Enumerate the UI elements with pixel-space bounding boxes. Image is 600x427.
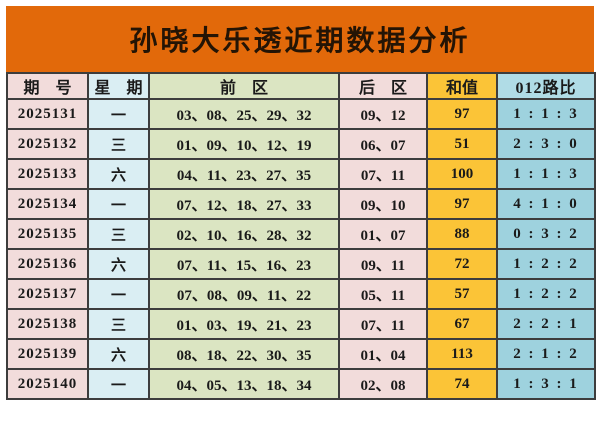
page-title: 孙晓大乐透近期数据分析	[129, 26, 471, 57]
ratio-cell: 1 : 1 : 3	[496, 98, 596, 130]
period-cell: 2025134	[6, 188, 89, 220]
week-cell: 三	[87, 218, 150, 250]
ratio-cell: 1 : 2 : 2	[496, 278, 596, 310]
sum-cell: 97	[426, 188, 498, 220]
back-zone-cell: 02、08	[338, 368, 428, 400]
back-zone-cell: 01、04	[338, 338, 428, 370]
table-row: 2025140 一 04、05、13、18、34 02、08 74 1 : 3 …	[6, 368, 596, 400]
period-cell: 2025133	[6, 158, 89, 190]
header-back-zone: 后 区	[338, 72, 428, 100]
header-row: 期 号 星 期 前 区 后 区 和值 012路比	[6, 72, 596, 100]
front-zone-cell: 04、11、23、27、35	[148, 158, 340, 190]
period-cell: 2025136	[6, 248, 89, 280]
week-cell: 六	[87, 158, 150, 190]
table-row: 2025137 一 07、08、09、11、22 05、11 57 1 : 2 …	[6, 278, 596, 310]
table-header: 期 号 星 期 前 区 后 区 和值 012路比	[6, 72, 596, 100]
back-zone-cell: 07、11	[338, 158, 428, 190]
front-zone-cell: 08、18、22、30、35	[148, 338, 340, 370]
table-row: 2025139 六 08、18、22、30、35 01、04 113 2 : 1…	[6, 338, 596, 370]
ratio-cell: 2 : 1 : 2	[496, 338, 596, 370]
back-zone-cell: 09、11	[338, 248, 428, 280]
ratio-cell: 0 : 3 : 2	[496, 218, 596, 250]
period-cell: 2025132	[6, 128, 89, 160]
table-row: 2025136 六 07、11、15、16、23 09、11 72 1 : 2 …	[6, 248, 596, 280]
table-body: 2025131 一 03、08、25、29、32 09、12 97 1 : 1 …	[6, 98, 596, 400]
table-row: 2025132 三 01、09、10、12、19 06、07 51 2 : 3 …	[6, 128, 596, 160]
week-cell: 六	[87, 338, 150, 370]
week-cell: 六	[87, 248, 150, 280]
period-cell: 2025135	[6, 218, 89, 250]
ratio-cell: 2 : 3 : 0	[496, 128, 596, 160]
front-zone-cell: 01、03、19、21、23	[148, 308, 340, 340]
week-cell: 一	[87, 98, 150, 130]
header-012-ratio: 012路比	[496, 72, 596, 100]
header-period: 期 号	[6, 72, 89, 100]
front-zone-cell: 04、05、13、18、34	[148, 368, 340, 400]
back-zone-cell: 05、11	[338, 278, 428, 310]
back-zone-cell: 07、11	[338, 308, 428, 340]
table-row: 2025131 一 03、08、25、29、32 09、12 97 1 : 1 …	[6, 98, 596, 130]
back-zone-cell: 06、07	[338, 128, 428, 160]
ratio-cell: 1 : 2 : 2	[496, 248, 596, 280]
week-cell: 一	[87, 188, 150, 220]
sum-cell: 72	[426, 248, 498, 280]
ratio-cell: 1 : 1 : 3	[496, 158, 596, 190]
week-cell: 一	[87, 278, 150, 310]
ratio-cell: 2 : 2 : 1	[496, 308, 596, 340]
ratio-cell: 1 : 3 : 1	[496, 368, 596, 400]
front-zone-cell: 07、11、15、16、23	[148, 248, 340, 280]
sum-cell: 100	[426, 158, 498, 190]
sum-cell: 51	[426, 128, 498, 160]
period-cell: 2025138	[6, 308, 89, 340]
sum-cell: 88	[426, 218, 498, 250]
header-front-zone: 前 区	[148, 72, 340, 100]
table-row: 2025133 六 04、11、23、27、35 07、11 100 1 : 1…	[6, 158, 596, 190]
front-zone-cell: 01、09、10、12、19	[148, 128, 340, 160]
back-zone-cell: 01、07	[338, 218, 428, 250]
sum-cell: 67	[426, 308, 498, 340]
front-zone-cell: 07、08、09、11、22	[148, 278, 340, 310]
title-banner: 孙晓大乐透近期数据分析	[6, 6, 594, 72]
week-cell: 一	[87, 368, 150, 400]
period-cell: 2025131	[6, 98, 89, 130]
front-zone-cell: 07、12、18、27、33	[148, 188, 340, 220]
ratio-cell: 4 : 1 : 0	[496, 188, 596, 220]
back-zone-cell: 09、10	[338, 188, 428, 220]
header-week: 星 期	[87, 72, 150, 100]
front-zone-cell: 02、10、16、28、32	[148, 218, 340, 250]
period-cell: 2025140	[6, 368, 89, 400]
header-sum: 和值	[426, 72, 498, 100]
table-row: 2025134 一 07、12、18、27、33 09、10 97 4 : 1 …	[6, 188, 596, 220]
sum-cell: 74	[426, 368, 498, 400]
sum-cell: 57	[426, 278, 498, 310]
sum-cell: 113	[426, 338, 498, 370]
period-cell: 2025139	[6, 338, 89, 370]
week-cell: 三	[87, 308, 150, 340]
table-row: 2025138 三 01、03、19、21、23 07、11 67 2 : 2 …	[6, 308, 596, 340]
lottery-data-table: 期 号 星 期 前 区 后 区 和值 012路比 2025131 一 03、08…	[6, 72, 596, 400]
front-zone-cell: 03、08、25、29、32	[148, 98, 340, 130]
week-cell: 三	[87, 128, 150, 160]
table-row: 2025135 三 02、10、16、28、32 01、07 88 0 : 3 …	[6, 218, 596, 250]
back-zone-cell: 09、12	[338, 98, 428, 130]
sum-cell: 97	[426, 98, 498, 130]
period-cell: 2025137	[6, 278, 89, 310]
